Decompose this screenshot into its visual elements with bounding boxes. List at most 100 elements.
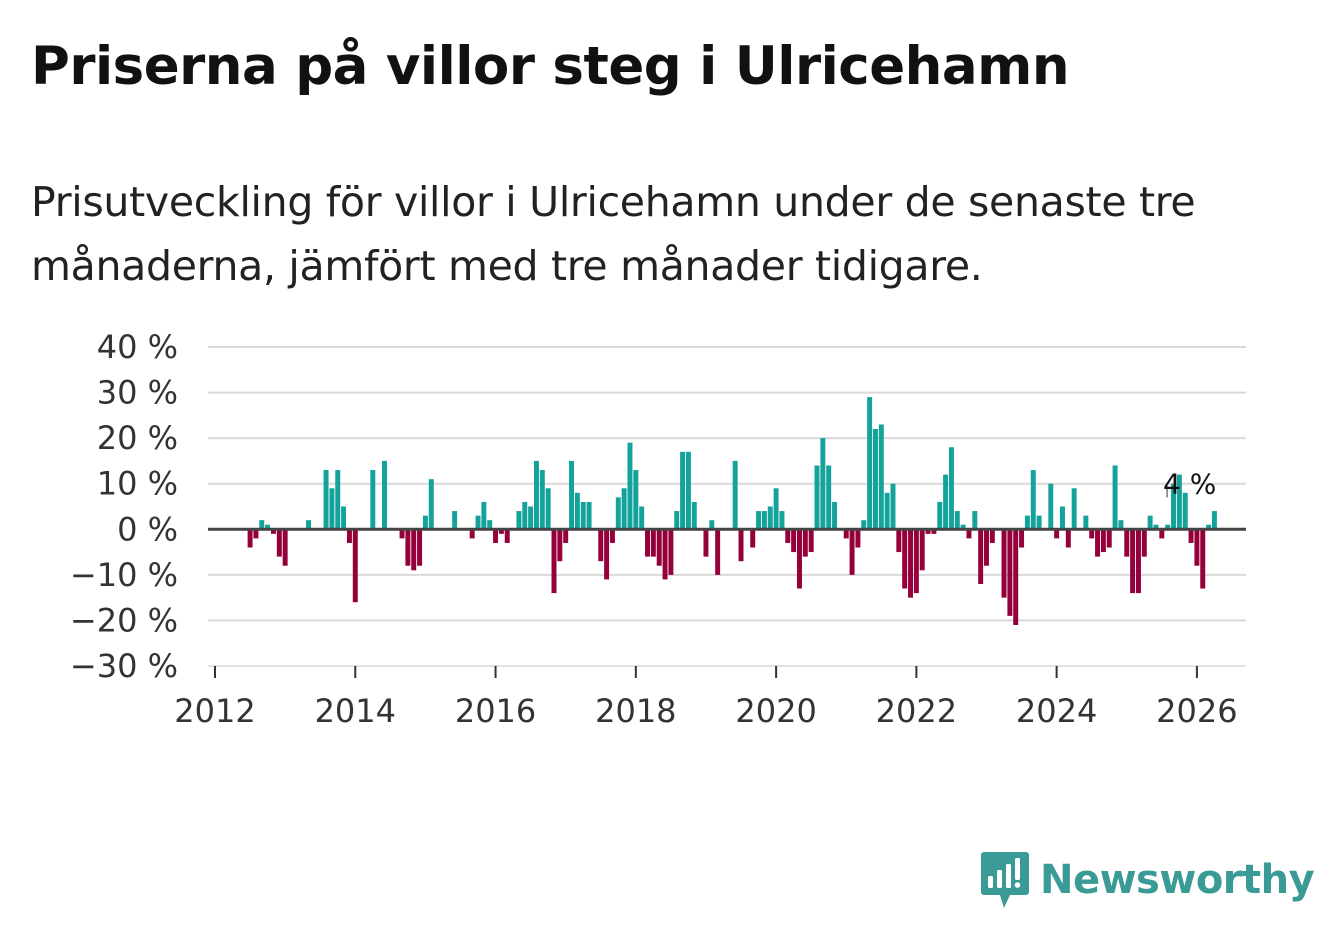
bar [1065,529,1071,548]
bar [253,529,259,539]
bar [650,529,656,557]
bar [627,442,633,530]
bar [820,438,826,530]
bar [335,470,341,530]
bar [1165,524,1171,530]
bar [1124,529,1130,557]
bar [1135,529,1141,594]
bar [306,520,312,530]
x-tick-label: 2022 [876,692,957,730]
chart-subtitle: Prisutveckling för villor i Ulricehamn u… [31,178,1196,290]
bar [668,529,674,575]
bar [1054,529,1060,539]
bar [662,529,668,580]
bar [533,460,539,530]
bar [691,501,697,530]
bar [569,460,575,530]
newsworthy-logo-icon [981,852,1029,908]
bar [645,529,650,557]
bar [1153,524,1159,530]
bar [756,511,762,530]
bar [680,451,686,530]
bar [1176,474,1182,530]
bar [1013,529,1019,625]
bar [639,506,645,530]
bar [557,529,563,562]
bar [329,488,335,530]
bar [1171,483,1177,530]
bar [972,511,978,530]
bar [919,529,925,571]
bar [832,501,838,530]
bar [1206,524,1212,530]
y-tick-label: −30 % [70,647,178,685]
bar [341,506,347,530]
x-tick-label: 2026 [1156,692,1237,730]
bar [703,529,709,557]
bar [984,529,989,566]
bar [890,483,896,530]
bar [270,529,276,534]
bar-chart: 40 %30 %20 %10 %0 %−10 %−20 %−30 % 2012 2… [70,328,1246,730]
bar [791,529,797,553]
bar [1130,529,1136,594]
bar [709,520,715,530]
bar [738,529,744,562]
bar [1036,515,1042,530]
bar [481,501,487,530]
bar [276,529,282,557]
bar [411,529,417,571]
bar [925,529,931,534]
bar [861,520,867,530]
bar [545,488,551,530]
bar [1106,529,1112,548]
bar [855,529,861,548]
bar [563,529,569,543]
bar [1159,529,1165,539]
bar [399,529,405,539]
bar [656,529,662,566]
bar [417,529,423,566]
bar [1059,506,1065,530]
bar [937,501,943,530]
grid-lines [208,346,1246,622]
bar [896,529,902,553]
x-axis: 2012 2014 2016 2018 2020 2022 2024 2026 [174,665,1246,730]
bar [761,511,767,530]
bar [323,470,329,530]
bar [750,529,756,548]
bar [913,529,919,594]
bar [843,529,849,539]
y-tick-label: −20 % [70,601,178,639]
x-tick-label: 2016 [455,692,536,730]
y-tick-label: 10 % [97,465,178,503]
bar [908,529,914,598]
y-tick-label: 40 % [97,328,178,366]
bar [1194,529,1200,566]
y-tick-label: 0 % [117,510,178,548]
x-tick-label: 2012 [174,692,255,730]
bar [802,529,808,557]
bar [487,520,493,530]
x-tick-label: 2024 [1016,692,1097,730]
bar [978,529,984,584]
bar [1024,515,1030,530]
bar [282,529,288,566]
bar [452,511,458,530]
bar [849,529,855,575]
bar [943,474,949,530]
bar [960,524,966,530]
x-tick-label: 2018 [595,692,676,730]
bar [247,529,253,548]
bar [428,479,434,530]
bar [1211,511,1217,530]
bar [405,529,411,566]
bar [1030,470,1036,530]
bar [580,501,586,530]
bar [621,488,627,530]
bar [826,465,832,530]
bar [685,451,691,530]
bar [382,460,387,530]
bar [475,515,481,530]
x-tick-label: 2014 [315,692,396,730]
